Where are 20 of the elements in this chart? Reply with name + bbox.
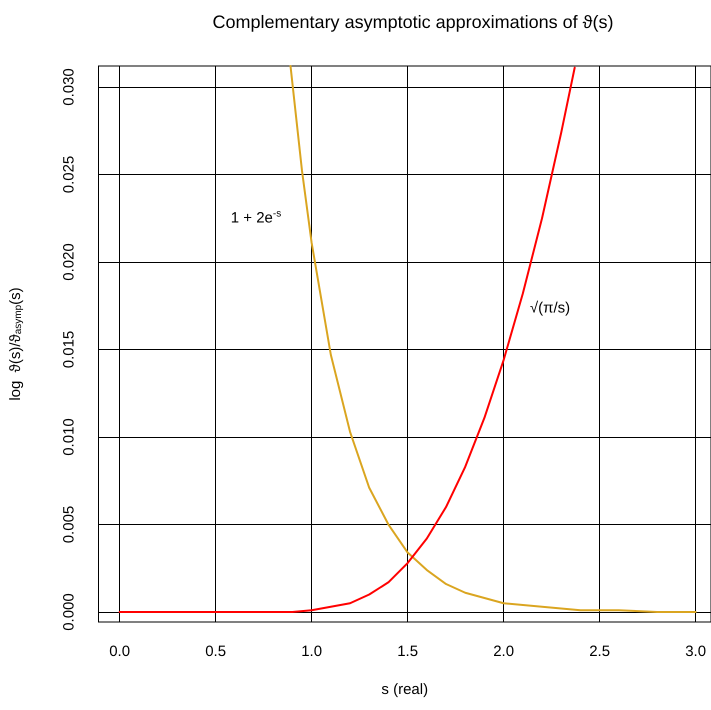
y-tick-label: 0.025 [60, 156, 78, 194]
y-axis-title: log ϑ(s)/ϑasymp(s) [7, 287, 24, 401]
chart-title: Complementary asymptotic approximations of ϑ(s) [212, 12, 614, 32]
line-series [118, 66, 576, 614]
x-tick-label: 1.0 [301, 643, 322, 660]
x-tick-label: 2.0 [493, 643, 514, 660]
y-tick-label: 0.005 [60, 506, 78, 544]
annotation: √(π/s) [530, 300, 570, 316]
x-tick-label: 1.5 [397, 643, 418, 660]
line-series [290, 65, 697, 614]
y-tick-label: 0.030 [60, 68, 78, 106]
y-tick-label: 0.020 [60, 243, 78, 281]
x-tick-label: 0.0 [109, 643, 130, 660]
x-tick-label: 2.5 [589, 643, 610, 660]
y-tick-label: 0.015 [60, 330, 78, 368]
x-axis-title: s (real) [381, 681, 428, 698]
y-tick-label: 0.010 [60, 418, 78, 456]
y-tick-label: 0.000 [60, 593, 78, 631]
x-tick-label: 0.5 [205, 643, 226, 660]
x-tick-label: 3.0 [685, 643, 706, 660]
